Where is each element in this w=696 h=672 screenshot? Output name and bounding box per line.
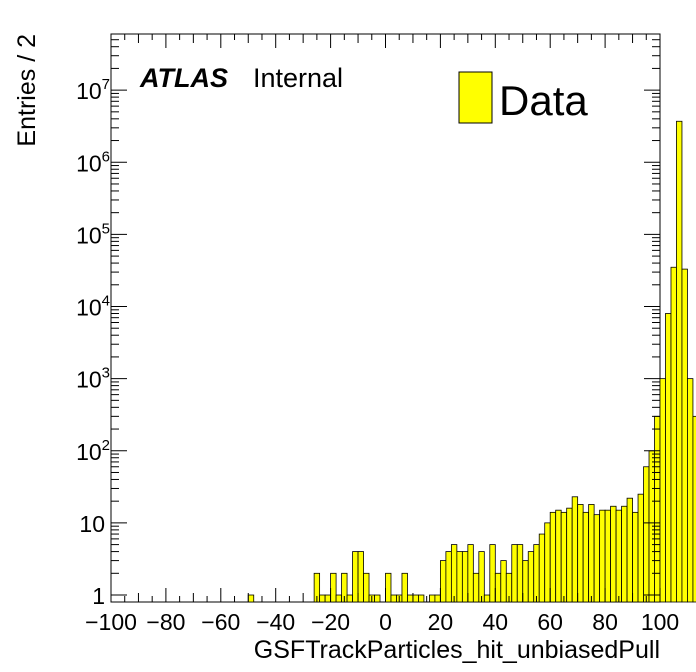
- internal-label: Internal: [253, 63, 343, 93]
- histogram-bar: [610, 505, 617, 603]
- histogram-bar: [407, 594, 414, 603]
- x-axis-label: GSFTrackParticles_hit_unbiasedPull: [254, 636, 660, 664]
- histogram-bar: [478, 551, 485, 603]
- histogram-bar: [319, 594, 326, 603]
- histogram-bar: [516, 544, 524, 603]
- histogram-bar: [621, 505, 628, 603]
- histogram-bar: [566, 507, 573, 603]
- histogram-bar: [654, 415, 661, 603]
- histogram-bar: [412, 594, 419, 603]
- histogram-bar: [511, 544, 518, 603]
- histogram-bar: [346, 594, 353, 603]
- histogram-bar: [676, 120, 683, 603]
- histogram-bar: [643, 466, 650, 603]
- histogram-bar: [615, 509, 622, 603]
- histogram-bar: [494, 572, 502, 603]
- histogram-bar: [626, 497, 633, 603]
- legend-label-data: Data: [499, 77, 588, 124]
- y-tick-label: 105: [76, 220, 110, 248]
- histogram-bar: [560, 511, 568, 603]
- x-tick-label: 0: [379, 609, 392, 635]
- histogram-bar: [445, 551, 452, 603]
- histogram-bar: [659, 378, 666, 603]
- histogram-bar: [577, 504, 584, 603]
- histogram-bar: [687, 378, 694, 603]
- histogram-bar: [357, 551, 364, 603]
- x-tick-label: −60: [201, 609, 240, 635]
- histogram-bar: [544, 522, 551, 603]
- histogram-bar: [450, 544, 458, 603]
- x-tick-label: 40: [483, 609, 509, 635]
- histogram-bar: [637, 493, 644, 603]
- histogram-bar: [500, 560, 507, 603]
- histogram-bar: [390, 594, 397, 603]
- histogram-bar: [472, 572, 480, 603]
- histogram-bar: [588, 504, 595, 603]
- histogram-bar: [670, 266, 677, 603]
- x-tick-label: −40: [256, 609, 295, 635]
- y-axis-label: Entries / 2: [13, 34, 41, 147]
- histogram-bar: [681, 268, 688, 603]
- y-tick-label: 104: [76, 293, 110, 321]
- histogram-bar: [363, 572, 370, 603]
- histogram-bar: [374, 594, 381, 603]
- histogram-bar: [483, 594, 491, 603]
- histogram-bar: [533, 544, 540, 603]
- legend-swatch: [458, 71, 493, 124]
- y-tick-label: 107: [76, 76, 110, 104]
- x-tick-label: −100: [85, 609, 137, 635]
- histogram-bar: [522, 560, 529, 603]
- histogram-bar: [456, 551, 463, 603]
- histogram-bars: [247, 120, 696, 603]
- y-tick-label: 103: [76, 365, 110, 393]
- histogram-bar: [434, 594, 441, 603]
- histogram-bar: [352, 551, 359, 603]
- atlas-label: ATLAS: [139, 63, 228, 93]
- histogram-bar: [467, 544, 474, 603]
- x-tick-label: 80: [592, 609, 618, 635]
- histogram-bar: [665, 313, 672, 603]
- x-tick-label: 100: [641, 609, 679, 635]
- y-tick-label: 10: [79, 511, 105, 537]
- histogram-bar: [489, 544, 496, 603]
- y-tick-label: 102: [76, 437, 110, 465]
- histogram-bar: [324, 594, 331, 603]
- x-tick-label: −20: [311, 609, 350, 635]
- histogram-bar: [527, 551, 535, 603]
- x-tick-label: 20: [428, 609, 454, 635]
- histogram-bar: [549, 511, 557, 603]
- histogram-bar: [555, 509, 562, 603]
- histogram-bar: [401, 572, 408, 603]
- x-tick-label: −80: [146, 609, 185, 635]
- x-axis-ticks: −100 −80 −60 −40 −20 0 20 40 60 80 100: [85, 34, 679, 635]
- histogram-bar: [599, 509, 606, 603]
- histogram-bar: [385, 572, 392, 603]
- histogram-bar: [247, 594, 255, 603]
- histogram-bar: [335, 594, 342, 603]
- x-tick-label: 60: [537, 609, 563, 635]
- histogram-bar: [538, 533, 546, 603]
- histogram-bar: [593, 514, 601, 603]
- y-tick-label: 106: [76, 148, 110, 176]
- histogram-bar: [439, 560, 447, 603]
- y-tick-label: 1: [92, 583, 105, 609]
- histogram-bar: [571, 496, 579, 603]
- histogram-bar: [330, 572, 337, 603]
- histogram-bar: [429, 594, 436, 603]
- histogram-bar: [461, 551, 469, 603]
- histogram-bar: [632, 511, 639, 603]
- histogram-bar: [418, 594, 425, 603]
- y-axis-ticks: 1 10 102 103 104 105 106 107: [76, 33, 660, 609]
- histogram-bar: [582, 511, 590, 603]
- histogram-bar: [604, 509, 611, 603]
